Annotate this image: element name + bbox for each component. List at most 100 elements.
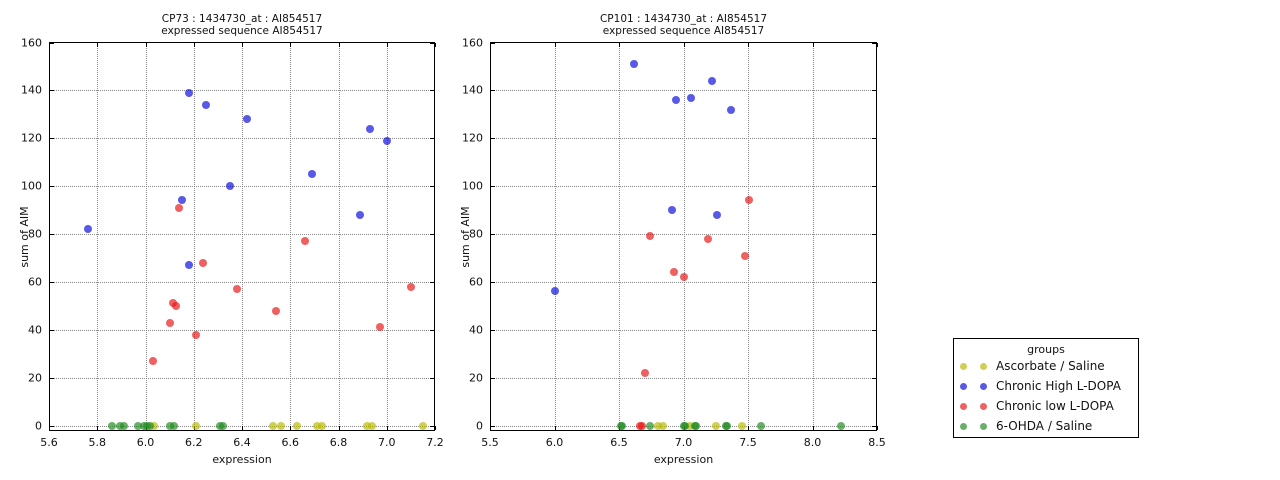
y-tick bbox=[430, 90, 434, 92]
legend-marker-icon bbox=[960, 402, 967, 410]
x-tick bbox=[490, 426, 491, 430]
y-gridline bbox=[49, 377, 435, 379]
y-tick bbox=[491, 329, 495, 331]
legend-entry-label: Chronic low L-DOPA bbox=[996, 399, 1114, 413]
x-tick bbox=[386, 426, 388, 430]
y-tick bbox=[50, 281, 54, 283]
scatter-point bbox=[233, 285, 242, 294]
legend-marker-icon bbox=[980, 382, 987, 390]
x-tick bbox=[554, 426, 556, 430]
x-tick-label: 6.8 bbox=[329, 436, 348, 449]
scatter-point bbox=[418, 421, 427, 430]
x-tick-label: 6.5 bbox=[610, 436, 628, 449]
scatter-point bbox=[307, 170, 316, 179]
scatter-point bbox=[293, 421, 302, 430]
scatter-point bbox=[645, 421, 654, 430]
scatter-point bbox=[723, 421, 732, 430]
plot-frame bbox=[49, 42, 435, 431]
scatter-point bbox=[146, 421, 155, 430]
scatter-point bbox=[356, 210, 365, 219]
legend-entry-label: 6-OHDA / Saline bbox=[996, 419, 1093, 433]
scatter-point bbox=[645, 232, 654, 241]
scatter-point bbox=[363, 421, 372, 430]
x-tick bbox=[554, 43, 556, 47]
x-tick-label: 7.5 bbox=[739, 436, 757, 449]
legend-entry: 6-OHDA / Saline bbox=[954, 416, 1138, 436]
legend-entry: Ascorbate / Saline bbox=[954, 356, 1138, 376]
scatter-point bbox=[375, 323, 384, 332]
y-gridline bbox=[490, 377, 877, 379]
scatter-point bbox=[134, 421, 143, 430]
scatter-point bbox=[184, 88, 193, 97]
legend-marker-icon bbox=[980, 422, 987, 430]
scatter-point bbox=[199, 258, 208, 267]
x-axis-label: expression bbox=[653, 453, 714, 466]
scatter-point bbox=[368, 421, 377, 430]
scatter-point bbox=[317, 421, 326, 430]
legend-entry-label: Ascorbate / Saline bbox=[996, 359, 1105, 373]
y-tick-label: 0 bbox=[476, 419, 483, 432]
scatter-point bbox=[679, 273, 688, 282]
y-tick-label: 160 bbox=[21, 36, 42, 49]
x-tick bbox=[386, 43, 388, 47]
y-axis-label: sum of AIM bbox=[459, 205, 472, 268]
y-tick bbox=[491, 281, 495, 283]
y-tick bbox=[872, 186, 876, 188]
y-tick-label: 20 bbox=[469, 371, 483, 385]
y-gridline bbox=[49, 138, 435, 140]
x-tick bbox=[338, 43, 340, 47]
y-tick-label: 0 bbox=[35, 419, 42, 432]
scatter-point bbox=[171, 301, 180, 310]
scatter-point bbox=[727, 105, 736, 114]
x-tick bbox=[812, 43, 814, 47]
y-tick bbox=[50, 90, 54, 92]
scatter-point bbox=[365, 124, 374, 133]
y-tick bbox=[491, 138, 495, 140]
y-tick bbox=[430, 425, 434, 427]
plot-frame bbox=[490, 42, 877, 431]
x-tick bbox=[619, 43, 620, 47]
legend-marker-icon bbox=[960, 422, 967, 430]
y-tick bbox=[50, 234, 54, 235]
x-gridline bbox=[97, 42, 99, 431]
y-tick-label: 100 bbox=[21, 179, 42, 193]
scatter-point bbox=[630, 60, 639, 69]
x-tick-label: 6.0 bbox=[545, 436, 564, 449]
x-gridline bbox=[386, 42, 388, 431]
y-gridline bbox=[49, 186, 435, 188]
y-tick-label: 40 bbox=[469, 323, 483, 337]
scatter-point bbox=[681, 421, 690, 430]
x-gridline bbox=[812, 42, 814, 431]
x-gridline bbox=[242, 42, 243, 431]
scatter-point bbox=[382, 136, 391, 145]
x-gridline bbox=[145, 42, 147, 431]
x-gridline bbox=[338, 42, 340, 431]
plot-title: CP73 : 1434730_at : AI854517 expressed s… bbox=[161, 13, 323, 37]
x-gridline bbox=[290, 42, 292, 431]
x-tick-label: 6.4 bbox=[233, 436, 251, 449]
scatter-point bbox=[276, 421, 285, 430]
scatter-point bbox=[218, 421, 227, 430]
y-tick bbox=[430, 281, 434, 283]
y-tick bbox=[872, 90, 876, 92]
y-gridline bbox=[49, 90, 435, 92]
x-tick-label: 7.0 bbox=[378, 436, 396, 449]
x-tick bbox=[49, 426, 50, 430]
y-tick bbox=[50, 186, 54, 188]
scatter-point bbox=[119, 421, 128, 430]
x-tick-label: 7.2 bbox=[426, 436, 444, 449]
y-tick bbox=[491, 42, 495, 44]
y-tick-label: 140 bbox=[462, 83, 483, 97]
scatter-point bbox=[148, 356, 157, 365]
scatter-point bbox=[653, 421, 662, 430]
scatter-point bbox=[225, 182, 234, 191]
scatter-point bbox=[300, 237, 309, 246]
x-tick-label: 5.6 bbox=[40, 436, 58, 449]
x-tick bbox=[748, 43, 749, 47]
x-tick-label: 8.5 bbox=[868, 436, 886, 449]
scatter-point bbox=[713, 210, 722, 219]
scatter-point bbox=[242, 115, 251, 124]
legend-marker-icon bbox=[980, 362, 987, 370]
scatter-point bbox=[640, 368, 649, 377]
